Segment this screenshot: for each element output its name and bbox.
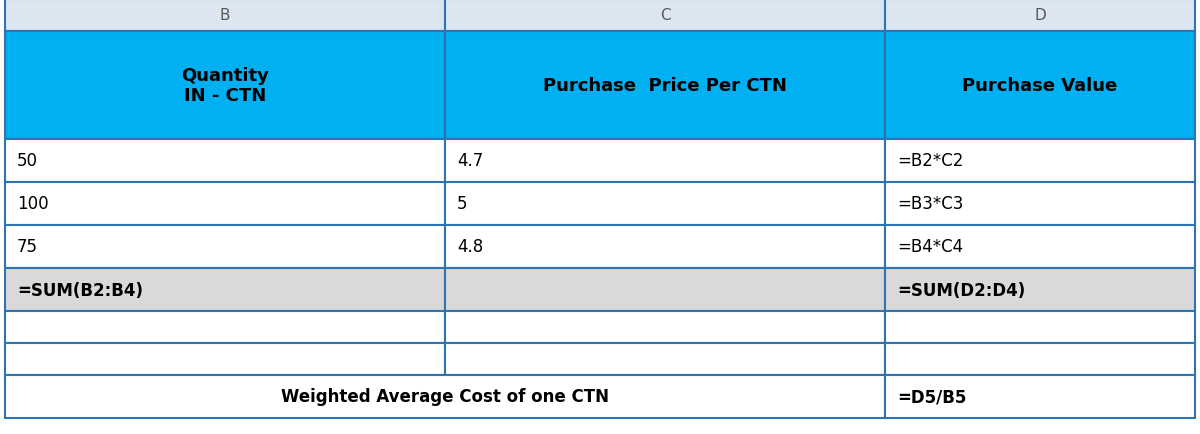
- Bar: [5, 140, 445, 183]
- Text: 100: 100: [17, 195, 49, 213]
- Text: B: B: [220, 9, 230, 23]
- Bar: [884, 183, 1195, 226]
- Bar: [5, 226, 445, 268]
- Bar: [5, 183, 445, 226]
- Bar: [884, 0, 1195, 32]
- Text: 4.8: 4.8: [457, 238, 484, 256]
- Text: 50: 50: [17, 152, 38, 170]
- Bar: [884, 311, 1195, 343]
- Text: Purchase  Price Per CTN: Purchase Price Per CTN: [544, 77, 787, 95]
- Bar: [5, 268, 445, 311]
- Bar: [884, 140, 1195, 183]
- Bar: [884, 343, 1195, 375]
- Text: Purchase Value: Purchase Value: [962, 77, 1117, 95]
- Text: =SUM(B2:B4): =SUM(B2:B4): [17, 281, 143, 299]
- Bar: [884, 32, 1195, 140]
- Bar: [445, 311, 884, 343]
- Text: =B2*C2: =B2*C2: [896, 152, 964, 170]
- Bar: [5, 343, 445, 375]
- Bar: [5, 375, 884, 418]
- Text: D: D: [1034, 9, 1046, 23]
- Bar: [445, 140, 884, 183]
- Bar: [5, 0, 445, 32]
- Text: Weighted Average Cost of one CTN: Weighted Average Cost of one CTN: [281, 388, 610, 405]
- Text: =B4*C4: =B4*C4: [896, 238, 964, 256]
- Bar: [445, 226, 884, 268]
- Bar: [884, 268, 1195, 311]
- Text: C: C: [660, 9, 671, 23]
- Bar: [884, 375, 1195, 418]
- Bar: [445, 183, 884, 226]
- Text: 4.7: 4.7: [457, 152, 484, 170]
- Bar: [5, 311, 445, 343]
- Bar: [884, 226, 1195, 268]
- Bar: [445, 343, 884, 375]
- Bar: [445, 268, 884, 311]
- Bar: [445, 32, 884, 140]
- Text: 75: 75: [17, 238, 38, 256]
- Text: Quantity
IN - CTN: Quantity IN - CTN: [181, 66, 269, 105]
- Text: =D5/B5: =D5/B5: [896, 388, 966, 405]
- Bar: [5, 32, 445, 140]
- Text: =B3*C3: =B3*C3: [896, 195, 964, 213]
- Text: 5: 5: [457, 195, 468, 213]
- Bar: [445, 0, 884, 32]
- Text: =SUM(D2:D4): =SUM(D2:D4): [896, 281, 1025, 299]
